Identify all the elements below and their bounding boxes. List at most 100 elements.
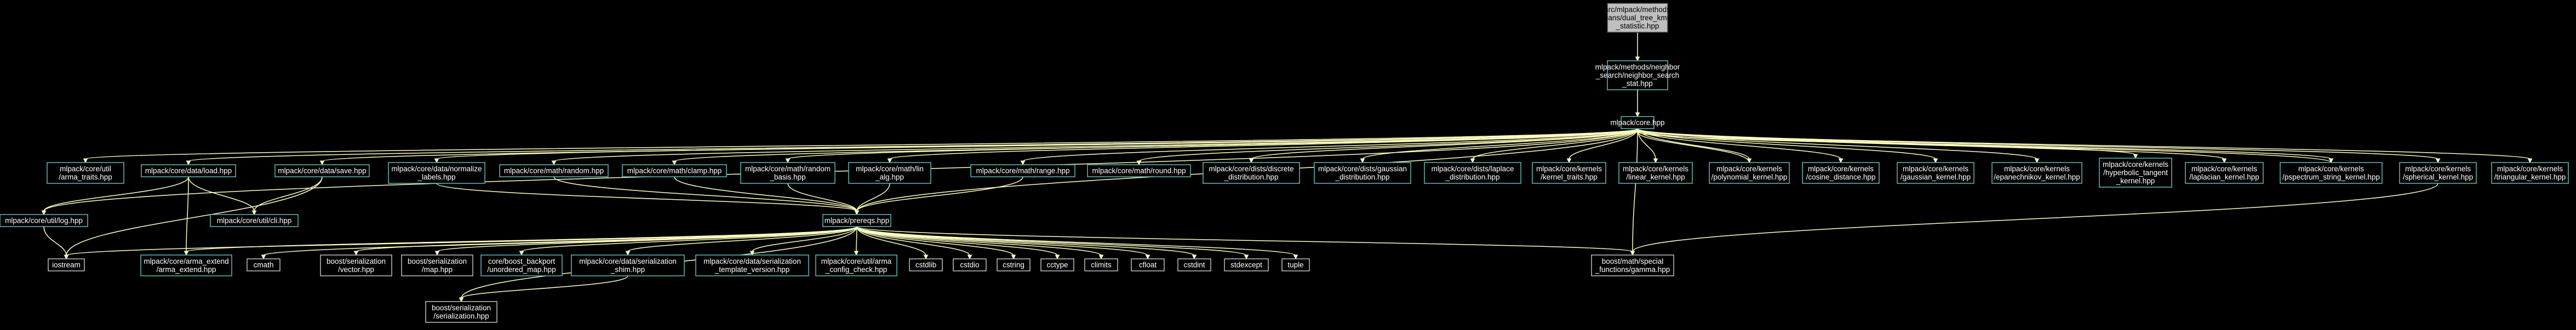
node-arma-config[interactable]: mlpack/core/util/arma_config_check.hpp [815, 254, 897, 276]
node-unordered-map[interactable]: core/boost_backport/unordered_map.hpp [480, 254, 563, 276]
node-arma-extend[interactable]: mlpack/core/arma_extend/arma_extend.hpp [140, 254, 232, 276]
node-label-line: mlpack/core/math/clamp.hpp [627, 167, 722, 175]
edge-core-to-spherical [1637, 128, 2441, 164]
edge-root-to-ns_stat [1635, 32, 1640, 62]
node-label-line: mlpack/core/math/random [745, 165, 831, 173]
node-linear-kernel[interactable]: mlpack/core/kernels/linear_kernel.hpp [1618, 162, 1693, 184]
node-random[interactable]: mlpack/core/math/random.hpp [499, 164, 609, 177]
edge-core-to-random_basis [785, 128, 1638, 164]
node-lin-alg[interactable]: mlpack/core/math/lin_alg.hpp [848, 162, 931, 184]
node-laplace-kernel[interactable]: mlpack/core/kernels/laplacian_kernel.hpp [2185, 162, 2264, 184]
node-label-line: _template_version.hpp [714, 265, 790, 274]
node-core[interactable]: mlpack/core.hpp [1610, 116, 1665, 129]
node-ser-serialization: boost/serialization/serialization.hpp [425, 301, 497, 323]
node-data-save[interactable]: mlpack/core/data/save.hpp [274, 164, 370, 177]
node-cstdlib: cstdlib [909, 258, 943, 271]
node-epan-kernel[interactable]: mlpack/core/kernels/epanechnikov_kernel.… [1991, 162, 2082, 184]
edge-core-to-kernel_traits [1566, 128, 1638, 164]
edge-prereqs-to-cctype [856, 226, 1060, 260]
node-ns-stat[interactable]: mlpack/methods/neighbor_search/neighbor_… [1595, 60, 1680, 90]
node-label-line: mlpack/methods/neighbor [1595, 63, 1680, 71]
node-box [1131, 258, 1165, 271]
node-discrete[interactable]: mlpack/core/dists/discrete_distribution.… [1203, 162, 1300, 184]
node-laplace-dist[interactable]: mlpack/core/dists/laplace_distribution.h… [1424, 162, 1521, 184]
edge-core-to-arma_traits [83, 128, 1638, 164]
edge-core-to-laplace_kernel [1637, 128, 2227, 164]
node-tuple: tuple [1281, 258, 1310, 271]
edge-core-to-gauss_kernel [1637, 128, 1938, 164]
node-random-basis[interactable]: mlpack/core/math/random_basis.hpp [740, 162, 835, 184]
node-label-line: mlpack/core/math/round.hpp [1092, 167, 1186, 175]
node-box [2185, 162, 2264, 184]
edge-core-to-range [1020, 128, 1638, 166]
node-label-line: mlpack/core/util [60, 165, 111, 173]
node-label-line: boost/serialization [327, 257, 386, 265]
node-label-line: mlpack/core/util/arma [821, 257, 892, 265]
edge-prereqs-to-gamma [856, 226, 1635, 256]
node-label-line: mlpack/core/dists/laplace [1432, 165, 1514, 173]
node-box [1424, 162, 1521, 184]
node-label-line: mlpack/core/kernels [2191, 165, 2257, 173]
edge-core-to-laplace_dist [1470, 128, 1638, 164]
edge-prereqs-to-arma_extend [184, 226, 857, 256]
node-box [141, 164, 236, 177]
node-label-line: /hyperbolic_tangent [2103, 169, 2168, 177]
node-box [320, 254, 392, 276]
node-box [210, 214, 299, 227]
node-label-line: mlpack/core/math/random.hpp [504, 167, 604, 175]
edge-core-to-triangular [1637, 128, 2533, 164]
node-root[interactable]: src/mlpack/methods/kmeans/dual_tree_kmea… [1592, 3, 1683, 33]
node-spherical[interactable]: mlpack/core/kernels/spherical_kernel.hpp [2399, 162, 2477, 184]
node-gaussian-dist[interactable]: mlpack/core/dists/gaussian_distribution.… [1314, 162, 1411, 184]
node-poly-kernel[interactable]: mlpack/core/kernels/polynomial_kernel.hp… [1709, 162, 1790, 184]
node-label-line: _config_check.hpp [825, 265, 888, 274]
node-box [1607, 60, 1668, 90]
node-box [247, 258, 281, 271]
node-cosine[interactable]: mlpack/core/kernels/cosine_distance.hpp [1802, 162, 1880, 184]
edge-prereqs-to-iostream [64, 226, 857, 260]
node-box [388, 162, 485, 184]
node-box [48, 258, 85, 271]
node-normalize-labels[interactable]: mlpack/core/data/normalize_labels.hpp [388, 162, 485, 184]
edge-data_load-to-util_log [41, 176, 189, 216]
node-label-line: mlpack/core/dists/gaussian [1318, 165, 1407, 173]
node-label-line: cstdio [960, 261, 979, 269]
node-ser-shim[interactable]: mlpack/core/data/serialization_shim.hpp [571, 254, 685, 276]
node-label-line: mlpack/core/kernels [1903, 165, 1968, 173]
node-triangular[interactable]: mlpack/core/kernels/triangular_kernel.hp… [2491, 162, 2569, 184]
node-box [848, 162, 931, 184]
node-pspec-kernel[interactable]: mlpack/core/kernels/pspectrum_string_ker… [2280, 162, 2383, 184]
node-box [1177, 258, 1211, 271]
node-util-log[interactable]: mlpack/core/util/log.hpp [0, 214, 88, 227]
node-cstdint: cstdint [1177, 258, 1211, 271]
node-range[interactable]: mlpack/core/math/range.hpp [970, 164, 1075, 177]
node-prereqs[interactable]: mlpack/prereqs.hpp [822, 214, 891, 227]
node-label-line: cmath [254, 261, 274, 269]
node-arma-traits[interactable]: mlpack/core/util/arma_traits.hpp [47, 162, 124, 184]
node-label-line: _distribution.hpp [1445, 173, 1499, 181]
node-gauss-kernel[interactable]: mlpack/core/kernels/gaussian_kernel.hpp [1897, 162, 1974, 184]
node-label-line: _statistic.hpp [1616, 22, 1659, 30]
node-label-line: /pspectrum_string_kernel.hpp [2282, 173, 2380, 181]
node-box [1314, 162, 1411, 184]
node-util-cli[interactable]: mlpack/core/util/cli.hpp [210, 214, 299, 227]
node-label-line: _labels.hpp [417, 173, 455, 181]
edge-spherical-to-gamma [1630, 183, 2438, 256]
node-ser-template[interactable]: mlpack/core/data/serialization_template_… [695, 254, 809, 276]
node-label-line: mlpack/core/dists/discrete [1209, 165, 1293, 173]
node-label-line: mlpack/core/data/load.hpp [145, 167, 232, 175]
node-kernel-traits[interactable]: mlpack/core/kernels/kernel_traits.hpp [1532, 162, 1606, 184]
node-hyper-kernel[interactable]: mlpack/core/kernels/hyperbolic_tangent_k… [2099, 158, 2172, 188]
node-label-line: _distribution.hpp [1335, 173, 1389, 181]
node-box [997, 258, 1031, 271]
node-data-load[interactable]: mlpack/core/data/load.hpp [141, 164, 236, 177]
node-label-line: mlpack/core/util/cli.hpp [217, 217, 292, 225]
node-clamp[interactable]: mlpack/core/math/clamp.hpp [622, 164, 727, 177]
node-box [1040, 258, 1074, 271]
node-label-line: mlpack/core/math/range.hpp [976, 167, 1069, 175]
node-box [140, 254, 232, 276]
node-label-line: /cosine_distance.hpp [1806, 173, 1876, 181]
node-round[interactable]: mlpack/core/math/round.hpp [1087, 164, 1191, 177]
edge-poly_kernel-to-core [1635, 128, 1750, 163]
node-label-line: _kernel.hpp [2116, 177, 2155, 185]
